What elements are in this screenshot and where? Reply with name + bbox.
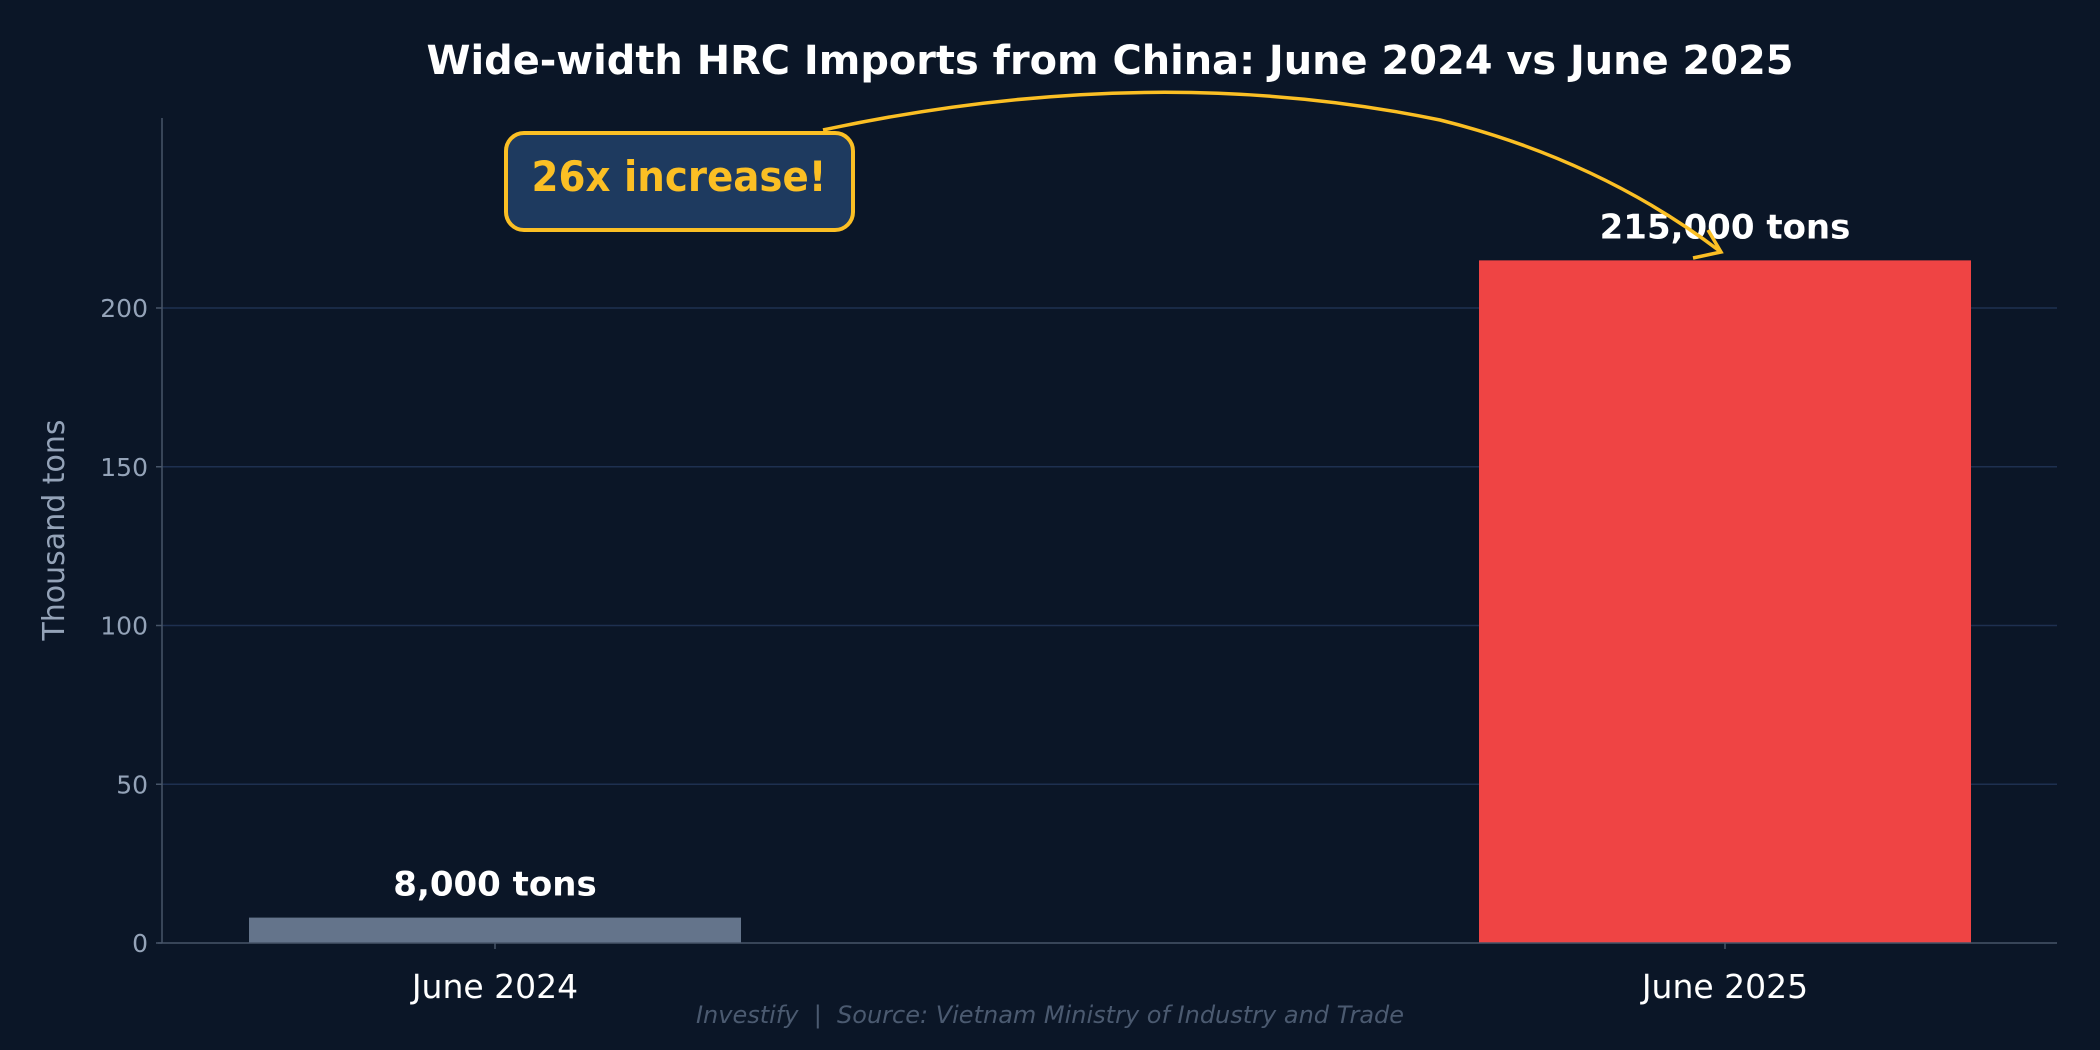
annotation-box <box>504 131 855 232</box>
arrowhead <box>1692 229 1724 260</box>
annotation-text: 26x increase! <box>532 152 827 201</box>
data-label: 8,000 tons <box>393 865 596 905</box>
chart-title: Wide-width HRC Imports from China: June … <box>427 38 1794 84</box>
y-tick-label: 100 <box>100 612 148 641</box>
annotation-arrow <box>822 90 1723 254</box>
bar-june-2025 <box>1479 260 1971 943</box>
y-tick-label: 50 <box>116 770 148 799</box>
bar-june-2024 <box>249 917 741 943</box>
data-label: 215,000 tons <box>1600 207 1851 247</box>
y-tick-label: 0 <box>132 929 148 958</box>
y-tick-label: 150 <box>100 453 148 482</box>
x-tick-label: June 2024 <box>410 967 578 1006</box>
y-axis-label: Thousand tons <box>37 419 72 641</box>
footer-source: Investify | Source: Vietnam Ministry of … <box>696 1001 1404 1029</box>
x-tick-label: June 2025 <box>1640 967 1808 1006</box>
y-tick-label: 200 <box>100 294 148 323</box>
